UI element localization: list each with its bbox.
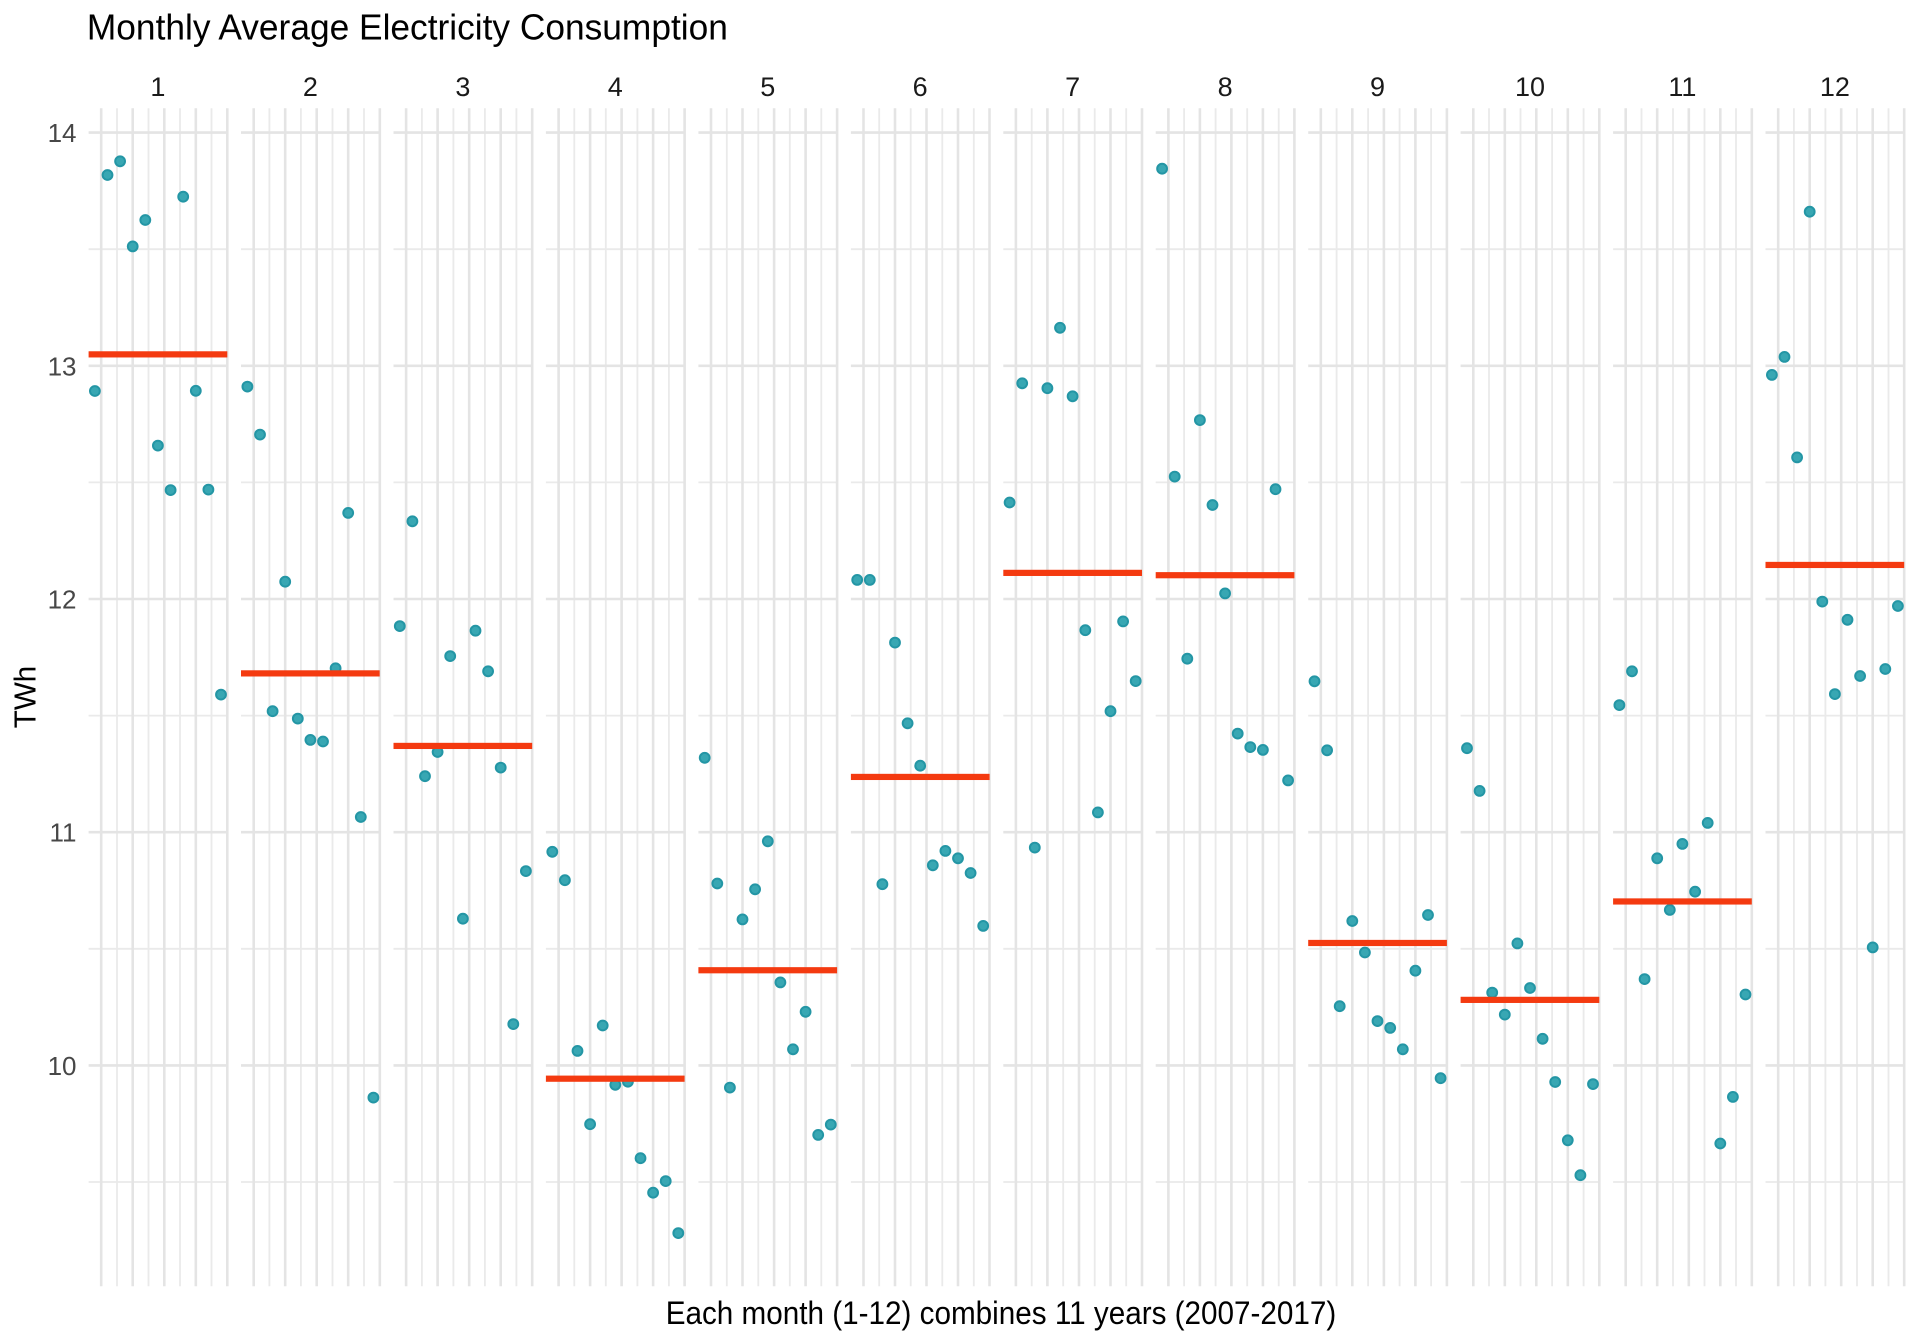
svg-text:2: 2 xyxy=(303,72,318,102)
svg-text:9: 9 xyxy=(1370,72,1385,102)
svg-text:Monthly Average Electricity Co: Monthly Average Electricity Consumption xyxy=(87,6,728,47)
svg-text:10: 10 xyxy=(1515,72,1545,102)
svg-text:TWh: TWh xyxy=(9,666,43,729)
svg-text:8: 8 xyxy=(1218,72,1233,102)
svg-text:1: 1 xyxy=(150,72,165,102)
svg-text:6: 6 xyxy=(913,72,928,102)
svg-text:3: 3 xyxy=(455,72,470,102)
svg-text:Each month (1-12) combines 11: Each month (1-12) combines 11 years (200… xyxy=(666,1295,1337,1331)
svg-text:11: 11 xyxy=(50,818,77,848)
svg-text:13: 13 xyxy=(48,351,77,381)
svg-text:11: 11 xyxy=(1668,72,1696,102)
svg-text:5: 5 xyxy=(760,72,775,102)
svg-text:10: 10 xyxy=(48,1051,77,1081)
svg-text:7: 7 xyxy=(1065,72,1080,102)
svg-text:12: 12 xyxy=(48,585,77,615)
svg-text:12: 12 xyxy=(1820,72,1850,102)
svg-text:14: 14 xyxy=(48,118,77,148)
svg-text:4: 4 xyxy=(608,72,623,102)
